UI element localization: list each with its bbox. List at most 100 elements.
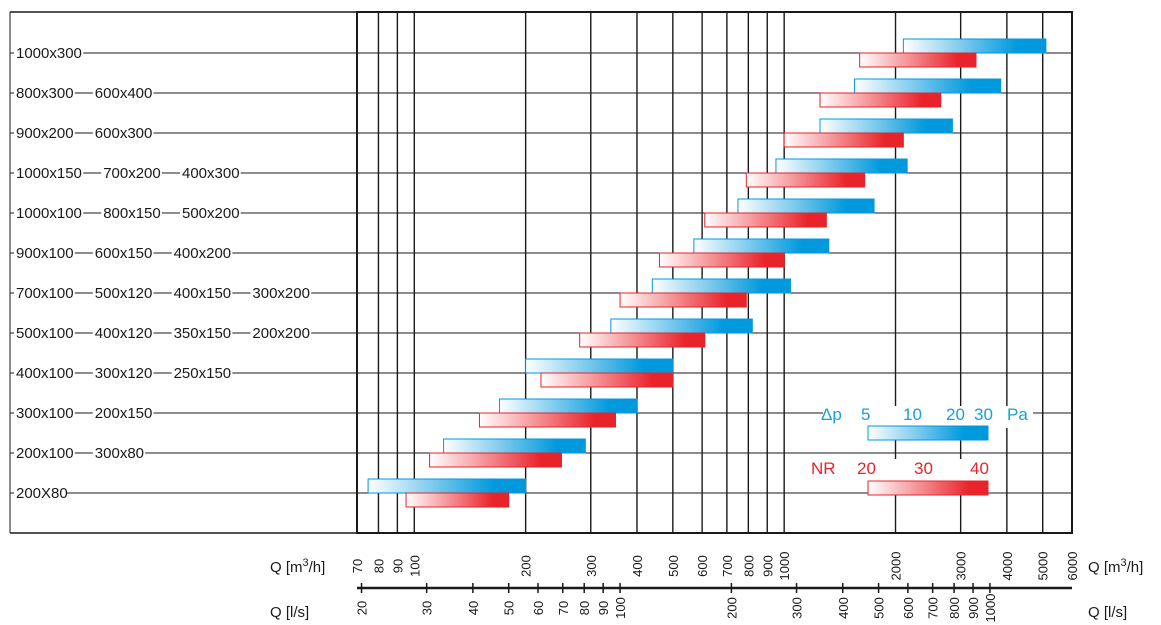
tick-ls: 500 bbox=[872, 597, 887, 619]
tick-ls: 700 bbox=[926, 597, 941, 619]
row-label: 300x80 bbox=[95, 445, 144, 462]
row-label: 600x150 bbox=[95, 245, 153, 262]
tick-m3h: 500 bbox=[666, 555, 681, 577]
tick-m3h: 90 bbox=[390, 559, 405, 573]
dp-bar bbox=[610, 318, 753, 334]
x-axis-bottom-title-right: Q [l/s] bbox=[1088, 604, 1127, 621]
tick-m3h: 6000 bbox=[1065, 552, 1080, 581]
legend-nr-background bbox=[808, 459, 998, 481]
row-label-bg bbox=[14, 163, 84, 181]
legend-nr-value-20: 20 bbox=[857, 459, 876, 478]
tick-ls: 40 bbox=[466, 601, 481, 615]
row-label: 500x120 bbox=[95, 285, 153, 302]
row-label-bg bbox=[171, 363, 233, 381]
tick-m3h: 3000 bbox=[954, 552, 969, 581]
tick-ls: 100 bbox=[613, 597, 628, 619]
nr-bar bbox=[704, 212, 827, 228]
tick-m3h: 800 bbox=[741, 555, 756, 577]
row-label: 200x200 bbox=[252, 325, 310, 342]
tick-m3h: 200 bbox=[519, 555, 534, 577]
tick-m3h: 300 bbox=[584, 555, 599, 577]
row-label: 900x200 bbox=[16, 125, 74, 142]
nr-bar bbox=[819, 92, 942, 108]
tick-ls: 80 bbox=[577, 601, 592, 615]
row-label-bg bbox=[171, 323, 233, 341]
row-label-bg bbox=[92, 363, 154, 381]
tick-ls: 20 bbox=[355, 601, 370, 615]
row-label: 600x300 bbox=[95, 125, 153, 142]
dp-bar bbox=[775, 158, 908, 174]
tick-m3h: 70 bbox=[350, 559, 365, 573]
row-label-bg bbox=[250, 283, 312, 301]
dp-bar bbox=[819, 118, 953, 134]
row-label: 400x200 bbox=[174, 245, 232, 262]
row-label: 900x100 bbox=[16, 245, 74, 262]
dp-bar bbox=[737, 198, 875, 214]
dp-bar bbox=[693, 238, 830, 254]
legend-dp-value-30: 30 bbox=[974, 405, 993, 424]
tick-m3h: 5000 bbox=[1036, 552, 1051, 581]
row-label-bg bbox=[14, 443, 75, 461]
tick-m3h: 100 bbox=[407, 555, 422, 577]
row-label-bg bbox=[92, 83, 154, 101]
row-label: 400x300 bbox=[182, 165, 240, 182]
row-label: 400x120 bbox=[95, 325, 153, 342]
tick-ls: 50 bbox=[502, 601, 517, 615]
nr-bar bbox=[478, 412, 617, 428]
row-label: 250x150 bbox=[174, 365, 232, 382]
row-label: 1000x150 bbox=[16, 165, 82, 182]
tick-ls: 300 bbox=[790, 597, 805, 619]
row-label-bg bbox=[171, 283, 233, 301]
row-label: 500x200 bbox=[182, 205, 240, 222]
row-label: 300x100 bbox=[16, 405, 74, 422]
legend-dp-background bbox=[823, 406, 1033, 428]
legend-nr-label: NR bbox=[811, 459, 836, 478]
row-label: 400x150 bbox=[174, 285, 232, 302]
row-label: 700x100 bbox=[16, 285, 74, 302]
dp-bar bbox=[902, 38, 1047, 54]
row-label: 300x120 bbox=[95, 365, 153, 382]
dp-bar bbox=[651, 278, 791, 294]
legend-dp-value-5: 5 bbox=[861, 405, 870, 424]
row-label-bg bbox=[92, 283, 154, 301]
legend-nr-value-30: 30 bbox=[914, 459, 933, 478]
row-label-bg bbox=[92, 123, 154, 141]
x-axis-top-title-left: Q [m3/h] bbox=[270, 557, 325, 576]
tick-m3h: 80 bbox=[371, 559, 386, 573]
bars bbox=[367, 38, 1047, 508]
legend-nr-value-40: 40 bbox=[970, 459, 989, 478]
legend-dp-value-20: 20 bbox=[946, 405, 965, 424]
legend-dp-unit: Pa bbox=[1007, 405, 1028, 424]
x-axis-top-title-right: Q [m3/h] bbox=[1088, 557, 1143, 576]
legend-dp-label: Δp bbox=[821, 405, 842, 424]
row-label-bg bbox=[14, 323, 75, 341]
row-label: 800x150 bbox=[103, 205, 161, 222]
tick-m3h: 400 bbox=[630, 555, 645, 577]
legend-nr-swatch bbox=[867, 480, 989, 496]
nr-bar bbox=[859, 52, 977, 68]
nr-bar bbox=[783, 132, 904, 148]
row-label: 1000x100 bbox=[16, 205, 82, 222]
dp-bar bbox=[367, 478, 527, 494]
row-label-bg bbox=[14, 403, 75, 421]
row-label: 350x150 bbox=[174, 325, 232, 342]
row-label-bg bbox=[14, 243, 75, 261]
row-label-bg bbox=[250, 323, 312, 341]
row-label: 200x150 bbox=[95, 405, 153, 422]
nr-bar bbox=[405, 492, 510, 508]
nr-bar bbox=[429, 452, 562, 468]
tick-m3h: 600 bbox=[695, 555, 710, 577]
row-label-bg bbox=[92, 403, 154, 421]
nr-bar bbox=[745, 172, 866, 188]
tick-m3h: 4000 bbox=[1000, 552, 1015, 581]
tick-m3h: 1000 bbox=[777, 552, 792, 581]
tick-ls: 400 bbox=[836, 597, 851, 619]
row-label: 300x200 bbox=[252, 285, 310, 302]
row-label-bg bbox=[171, 243, 233, 261]
row-label-bg bbox=[14, 123, 75, 141]
row-label-bg bbox=[101, 203, 162, 221]
row-label-bg bbox=[14, 483, 67, 501]
legend-dp-swatch bbox=[867, 425, 989, 441]
row-label: 1000x300 bbox=[16, 45, 82, 62]
nr-bar bbox=[579, 332, 706, 348]
